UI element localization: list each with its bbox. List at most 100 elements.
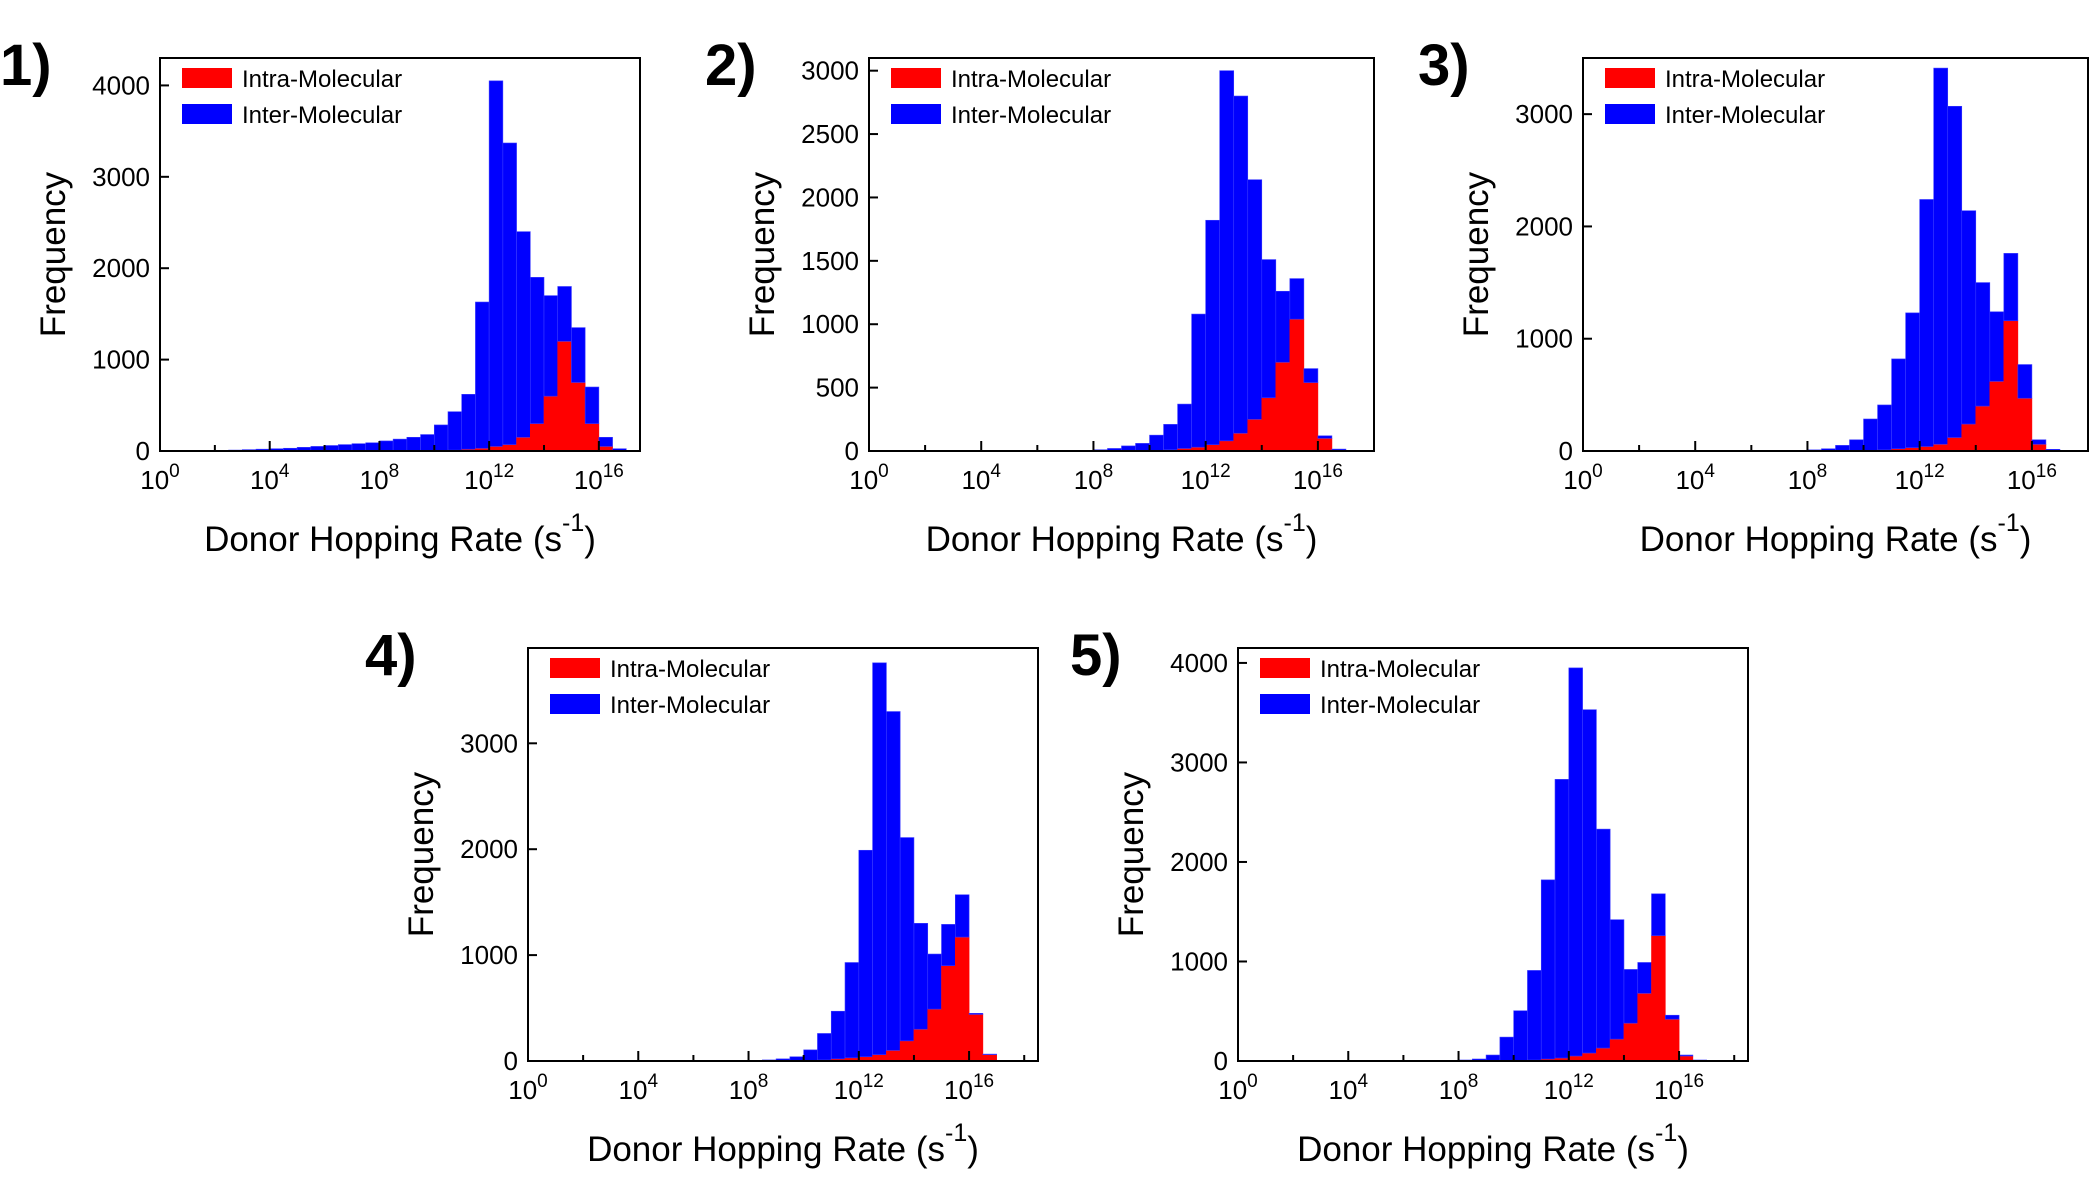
bar-inter-molecular bbox=[1303, 368, 1319, 383]
x-axis-title: Donor Hopping Rate (s-1) bbox=[204, 509, 596, 559]
legend-label: Inter-Molecular bbox=[1320, 692, 1480, 719]
y-tick-label: 1000 bbox=[801, 309, 859, 339]
y-tick-label: 4000 bbox=[1170, 648, 1228, 678]
y-tick-label: 3000 bbox=[1170, 747, 1228, 777]
x-tick-label: 108 bbox=[1439, 1071, 1479, 1105]
x-tick-label: 100 bbox=[1218, 1071, 1258, 1105]
bar-inter-molecular bbox=[1975, 282, 1991, 407]
bar-inter-molecular bbox=[927, 953, 942, 1010]
x-tick-label: 104 bbox=[619, 1071, 659, 1105]
bar-inter-molecular bbox=[406, 436, 421, 452]
panel-label: 3) bbox=[1418, 33, 1470, 98]
legend-swatch bbox=[550, 658, 600, 678]
bar-inter-molecular bbox=[420, 434, 435, 452]
bar-inter-molecular bbox=[1177, 403, 1192, 449]
legend-swatch bbox=[1605, 68, 1655, 88]
legend-label: Intra-Molecular bbox=[242, 66, 402, 93]
legend-swatch bbox=[1260, 694, 1310, 714]
bar-inter-molecular bbox=[1149, 434, 1164, 451]
y-tick-label: 0 bbox=[504, 1046, 518, 1076]
bar-intra-molecular bbox=[1637, 993, 1652, 1062]
y-tick-label: 3000 bbox=[92, 162, 150, 192]
y-axis-title: Frequency bbox=[34, 171, 73, 337]
bar-intra-molecular bbox=[557, 341, 572, 452]
bar-inter-molecular bbox=[1233, 95, 1249, 434]
y-tick-label: 2000 bbox=[801, 182, 859, 212]
bar-inter-molecular bbox=[1947, 105, 1963, 438]
bar-inter-molecular bbox=[529, 277, 545, 424]
bar-inter-molecular bbox=[488, 80, 504, 447]
histogram-panel-5: 5) 0 1000 2000 3000 4000 100 104 108 1012 1016 Dono… bbox=[1070, 623, 1749, 1169]
bar-inter-molecular bbox=[1499, 1036, 1514, 1062]
bar-intra-molecular bbox=[1219, 440, 1235, 452]
x-tick-label: 104 bbox=[1329, 1071, 1369, 1105]
x-axis-title: Donor Hopping Rate (s-1) bbox=[1640, 509, 2032, 559]
panel-label: 1) bbox=[0, 33, 52, 98]
y-tick-label: 1000 bbox=[1515, 324, 1573, 354]
bar-inter-molecular bbox=[1554, 779, 1570, 1059]
bar-inter-molecular bbox=[1163, 424, 1178, 451]
legend-swatch bbox=[1605, 104, 1655, 124]
bar-intra-molecular bbox=[543, 395, 559, 452]
legend-swatch bbox=[891, 104, 941, 124]
bar-inter-molecular bbox=[1317, 435, 1333, 439]
x-axis-title: Donor Hopping Rate (s-1) bbox=[1297, 1119, 1689, 1169]
panel-label: 5) bbox=[1070, 623, 1122, 688]
bar-inter-molecular bbox=[1877, 404, 1892, 451]
bar-inter-molecular bbox=[447, 411, 463, 451]
y-tick-label: 3000 bbox=[1515, 99, 1573, 129]
bar-intra-molecular bbox=[571, 382, 586, 452]
bar-inter-molecular bbox=[1678, 1054, 1694, 1057]
y-axis-title: Frequency bbox=[743, 171, 782, 337]
plot-frame bbox=[527, 647, 1039, 1062]
y-tick-label: 4000 bbox=[92, 70, 150, 100]
bar-inter-molecular bbox=[365, 442, 380, 452]
y-axis-title: Frequency bbox=[1112, 771, 1151, 937]
x-tick-label: 1016 bbox=[944, 1071, 994, 1105]
bar-inter-molecular bbox=[1919, 199, 1934, 447]
bar-intra-molecular bbox=[886, 1050, 901, 1062]
x-tick-label: 104 bbox=[961, 461, 1001, 495]
bar-inter-molecular bbox=[803, 1049, 818, 1061]
bar-inter-molecular bbox=[1637, 962, 1652, 994]
bar-intra-molecular bbox=[1289, 318, 1305, 452]
bar-inter-molecular bbox=[1849, 439, 1864, 452]
x-tick-label: 100 bbox=[140, 461, 180, 495]
bar-inter-molecular bbox=[1891, 358, 1906, 450]
bar-intra-molecular bbox=[2017, 397, 2033, 452]
x-tick-label: 104 bbox=[1675, 461, 1715, 495]
bar-inter-molecular bbox=[584, 386, 600, 424]
y-axis-title: Frequency bbox=[402, 771, 441, 937]
histogram-panel-3: 3) 0 1000 2000 3000 100 104 108 1012 1016 Donor Ho… bbox=[1418, 33, 2089, 559]
bar-intra-molecular bbox=[954, 936, 970, 1062]
bar-intra-molecular bbox=[1947, 437, 1963, 452]
y-tick-label: 2000 bbox=[1515, 211, 1573, 241]
bar-inter-molecular bbox=[1609, 919, 1625, 1040]
y-tick-label: 2000 bbox=[1170, 847, 1228, 877]
plot-frame bbox=[868, 57, 1375, 452]
bar-inter-molecular bbox=[516, 231, 531, 438]
plot-frame bbox=[159, 57, 641, 452]
bar-intra-molecular bbox=[1317, 438, 1333, 452]
legend-label: Intra-Molecular bbox=[1665, 66, 1825, 93]
y-tick-label: 3000 bbox=[801, 56, 859, 86]
x-tick-label: 100 bbox=[508, 1071, 548, 1105]
bar-inter-molecular bbox=[571, 327, 586, 383]
bar-inter-molecular bbox=[1205, 219, 1220, 445]
bar-inter-molecular bbox=[502, 142, 517, 445]
bar-inter-molecular bbox=[844, 962, 860, 1059]
legend-swatch bbox=[182, 68, 232, 88]
histogram-panel-2: 2) 0 500 1000 1500 2000 2500 3000 100 104 108 1012 1… bbox=[705, 33, 1375, 559]
bar-inter-molecular bbox=[2017, 364, 2033, 399]
bar-inter-molecular bbox=[817, 1033, 832, 1061]
bar-inter-molecular bbox=[1933, 67, 1949, 445]
bar-inter-molecular bbox=[886, 711, 901, 1051]
x-tick-label: 108 bbox=[1788, 461, 1828, 495]
legend-label: Inter-Molecular bbox=[1665, 102, 1825, 129]
bar-intra-molecular bbox=[968, 1014, 984, 1062]
bar-inter-molecular bbox=[899, 837, 915, 1042]
bar-inter-molecular bbox=[1289, 278, 1305, 320]
bar-intra-molecular bbox=[1275, 361, 1291, 452]
bar-inter-molecular bbox=[598, 436, 613, 447]
